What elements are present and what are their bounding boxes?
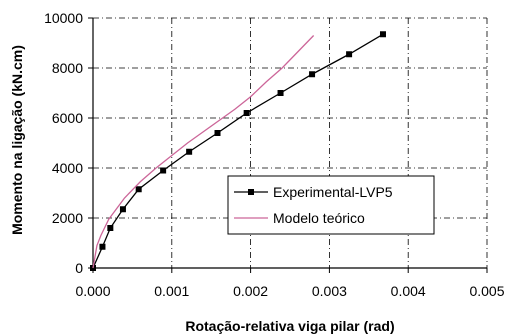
data-point-experimental — [379, 31, 386, 38]
x-tick-label: 0.003 — [312, 283, 347, 299]
x-tick-label: 0.004 — [391, 283, 426, 299]
legend-box — [227, 175, 435, 235]
y-axis-title: Momento na ligação (kN.cm) — [9, 45, 25, 235]
x-axis-title: Rotação-relativa viga pilar (rad) — [185, 318, 394, 334]
data-point-experimental — [346, 51, 353, 58]
series-layer — [90, 31, 386, 271]
data-point-experimental — [119, 206, 126, 213]
legend-label-modelo: Modelo teórico — [273, 210, 365, 226]
x-tick-label: 0.001 — [154, 283, 189, 299]
data-point-experimental — [243, 110, 250, 116]
x-tick-label: 0.002 — [233, 283, 268, 299]
y-tick-label: 8000 — [52, 60, 83, 76]
legend-label-experimental: Experimental-LVP5 — [273, 184, 393, 200]
data-point-experimental — [135, 186, 142, 193]
data-point-experimental — [99, 243, 106, 250]
data-point-experimental — [277, 90, 284, 96]
y-tick-label: 2000 — [52, 210, 83, 226]
series-line-modelo-teorico — [92, 35, 315, 269]
y-tick-label: 4000 — [52, 160, 83, 176]
data-point-experimental — [309, 71, 316, 78]
tick-labels: 0.000 0.001 0.002 0.003 0.004 0.005 0 2000 4000 6… — [44, 10, 505, 299]
data-point-experimental — [160, 167, 167, 174]
data-point-experimental — [186, 148, 193, 155]
y-tick-label: 6000 — [52, 110, 83, 126]
data-point-experimental — [107, 225, 114, 231]
y-tick-label: 0 — [75, 260, 83, 276]
x-tick-label: 0.000 — [75, 283, 110, 299]
y-tick-label: 10000 — [44, 10, 83, 26]
legend-marker-experimental — [248, 189, 254, 195]
data-point-experimental — [214, 130, 221, 136]
x-tick-label: 0.005 — [469, 283, 504, 299]
legend: Experimental-LVP5 Modelo teórico — [227, 175, 435, 235]
